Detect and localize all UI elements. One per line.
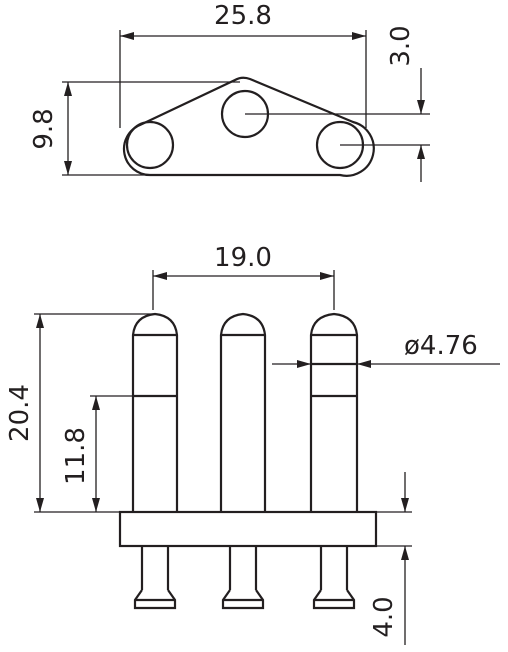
tail-right xyxy=(312,546,356,610)
arrow-head xyxy=(120,32,134,40)
pin-right xyxy=(309,312,359,512)
arrow-head xyxy=(417,100,425,114)
base-block xyxy=(118,510,378,548)
pin-center xyxy=(219,312,267,512)
diameter-label: ø4.76 xyxy=(404,331,478,361)
front-view xyxy=(34,270,500,645)
arrow-head xyxy=(401,498,409,512)
arrow-head xyxy=(92,396,100,410)
pin-left xyxy=(131,312,179,512)
tail-length-label: 4.0 xyxy=(369,596,399,637)
arrow-head xyxy=(92,498,100,512)
top-offset-label: 3.0 xyxy=(386,25,416,66)
arrow-head xyxy=(417,145,425,159)
top-view-outline xyxy=(122,76,375,177)
top-view xyxy=(62,30,430,182)
arrow-head xyxy=(64,82,72,96)
arrow-head xyxy=(153,272,167,280)
top-width-label: 25.8 xyxy=(214,1,272,31)
tail-left xyxy=(133,546,177,610)
arrow-head xyxy=(36,498,44,512)
total-height-label: 20.4 xyxy=(5,384,35,442)
arrow-head xyxy=(297,360,311,368)
arrow-head xyxy=(36,314,44,328)
pin-height-label: 11.8 xyxy=(61,427,91,485)
arrow-head xyxy=(64,161,72,175)
arrow-head xyxy=(357,360,371,368)
arrow-head xyxy=(352,32,366,40)
top-view-hole-left xyxy=(125,120,175,170)
top-height-label: 9.8 xyxy=(29,108,59,149)
arrow-head xyxy=(401,546,409,560)
pitch-label: 19.0 xyxy=(214,243,272,273)
tail-center xyxy=(221,546,265,610)
arrow-head xyxy=(320,272,334,280)
